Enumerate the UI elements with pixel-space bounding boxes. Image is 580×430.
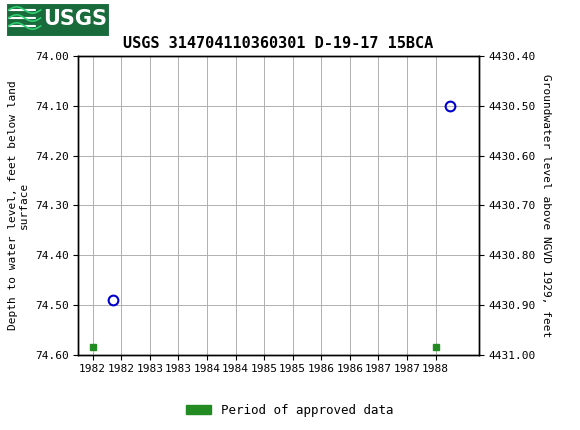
FancyBboxPatch shape — [6, 3, 110, 37]
Text: USGS: USGS — [44, 9, 107, 29]
Legend: Period of approved data: Period of approved data — [181, 399, 399, 421]
Y-axis label: Groundwater level above NGVD 1929, feet: Groundwater level above NGVD 1929, feet — [541, 74, 551, 337]
Y-axis label: Depth to water level, feet below land
surface: Depth to water level, feet below land su… — [8, 80, 29, 330]
Title: USGS 314704110360301 D-19-17 15BCA: USGS 314704110360301 D-19-17 15BCA — [124, 36, 433, 51]
